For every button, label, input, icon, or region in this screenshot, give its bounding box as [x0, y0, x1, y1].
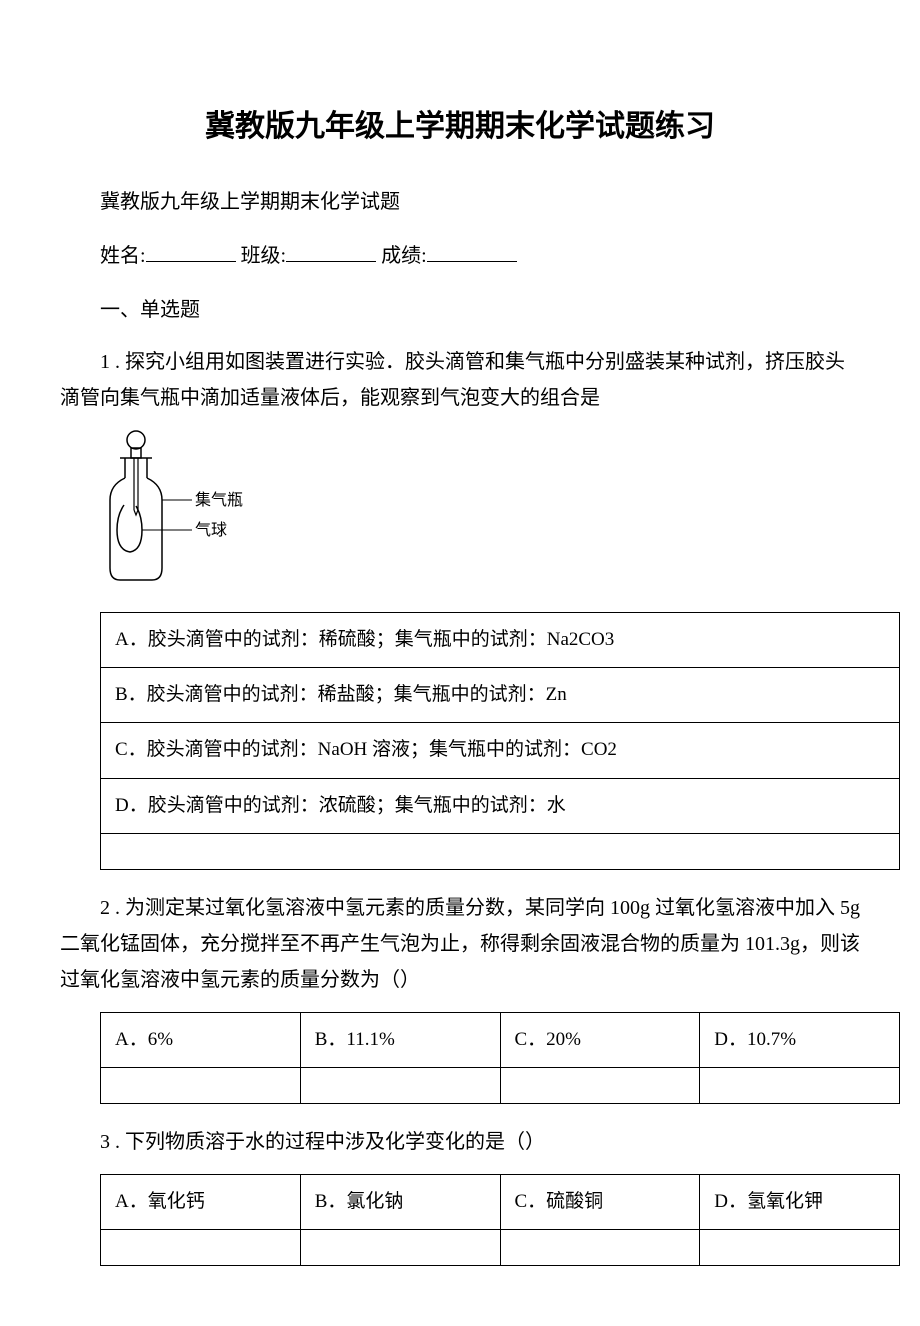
q1-option-d: D．胶头滴管中的试剂：浓硫酸；集气瓶中的试剂：水: [101, 778, 900, 833]
class-blank: [286, 240, 376, 262]
bottle-diagram-svg: 集气瓶 气球: [100, 430, 280, 590]
name-blank: [146, 240, 236, 262]
q2-option-a: A．6%: [101, 1012, 301, 1067]
q3-option-d: D．氢氧化钾: [700, 1174, 900, 1229]
q1-option-c: C．胶头滴管中的试剂：NaOH 溶液；集气瓶中的试剂：CO2: [101, 723, 900, 778]
name-label: 姓名:: [100, 245, 146, 267]
question-2-text: 2 . 为测定某过氧化氢溶液中氢元素的质量分数，某同学向 100g 过氧化氢溶液…: [60, 890, 860, 998]
balloon-label: 气球: [195, 521, 227, 539]
q2-option-d: D．10.7%: [700, 1012, 900, 1067]
score-label: 成绩:: [381, 245, 427, 267]
question-1-diagram: 集气瓶 气球: [100, 430, 860, 602]
q3-empty-cell: [700, 1230, 900, 1266]
q1-option-a: A．胶头滴管中的试剂：稀硫酸；集气瓶中的试剂：Na2CO3: [101, 613, 900, 668]
q3-option-c: C．硫酸铜: [500, 1174, 700, 1229]
question-1-text: 1 . 探究小组用如图装置进行实验．胶头滴管和集气瓶中分别盛装某种试剂，挤压胶头…: [60, 344, 860, 416]
page-title: 冀教版九年级上学期期末化学试题练习: [60, 100, 860, 154]
q3-option-a: A．氧化钙: [101, 1174, 301, 1229]
q3-option-b: B．氯化钠: [300, 1174, 500, 1229]
section-header: 一、单选题: [60, 292, 860, 328]
q2-empty-cell: [700, 1067, 900, 1103]
q1-option-b: B．胶头滴管中的试剂：稀盐酸；集气瓶中的试剂：Zn: [101, 668, 900, 723]
q3-empty-cell: [300, 1230, 500, 1266]
class-label: 班级:: [241, 245, 287, 267]
question-2-options-table: A．6% B．11.1% C．20% D．10.7%: [100, 1012, 900, 1104]
q1-empty-row: [101, 833, 900, 869]
subtitle: 冀教版九年级上学期期末化学试题: [60, 184, 860, 220]
q2-option-b: B．11.1%: [300, 1012, 500, 1067]
bottle-label: 集气瓶: [195, 491, 243, 509]
question-3-options-table: A．氧化钙 B．氯化钠 C．硫酸铜 D．氢氧化钾: [100, 1174, 900, 1266]
q2-option-c: C．20%: [500, 1012, 700, 1067]
question-3-text: 3 . 下列物质溶于水的过程中涉及化学变化的是（）: [60, 1124, 860, 1160]
q2-empty-cell: [101, 1067, 301, 1103]
q2-empty-cell: [500, 1067, 700, 1103]
score-blank: [427, 240, 517, 262]
q3-empty-cell: [500, 1230, 700, 1266]
question-1-options-table: A．胶头滴管中的试剂：稀硫酸；集气瓶中的试剂：Na2CO3 B．胶头滴管中的试剂…: [100, 612, 900, 870]
q2-empty-cell: [300, 1067, 500, 1103]
student-info-line: 姓名: 班级: 成绩:: [60, 238, 860, 274]
q3-empty-cell: [101, 1230, 301, 1266]
